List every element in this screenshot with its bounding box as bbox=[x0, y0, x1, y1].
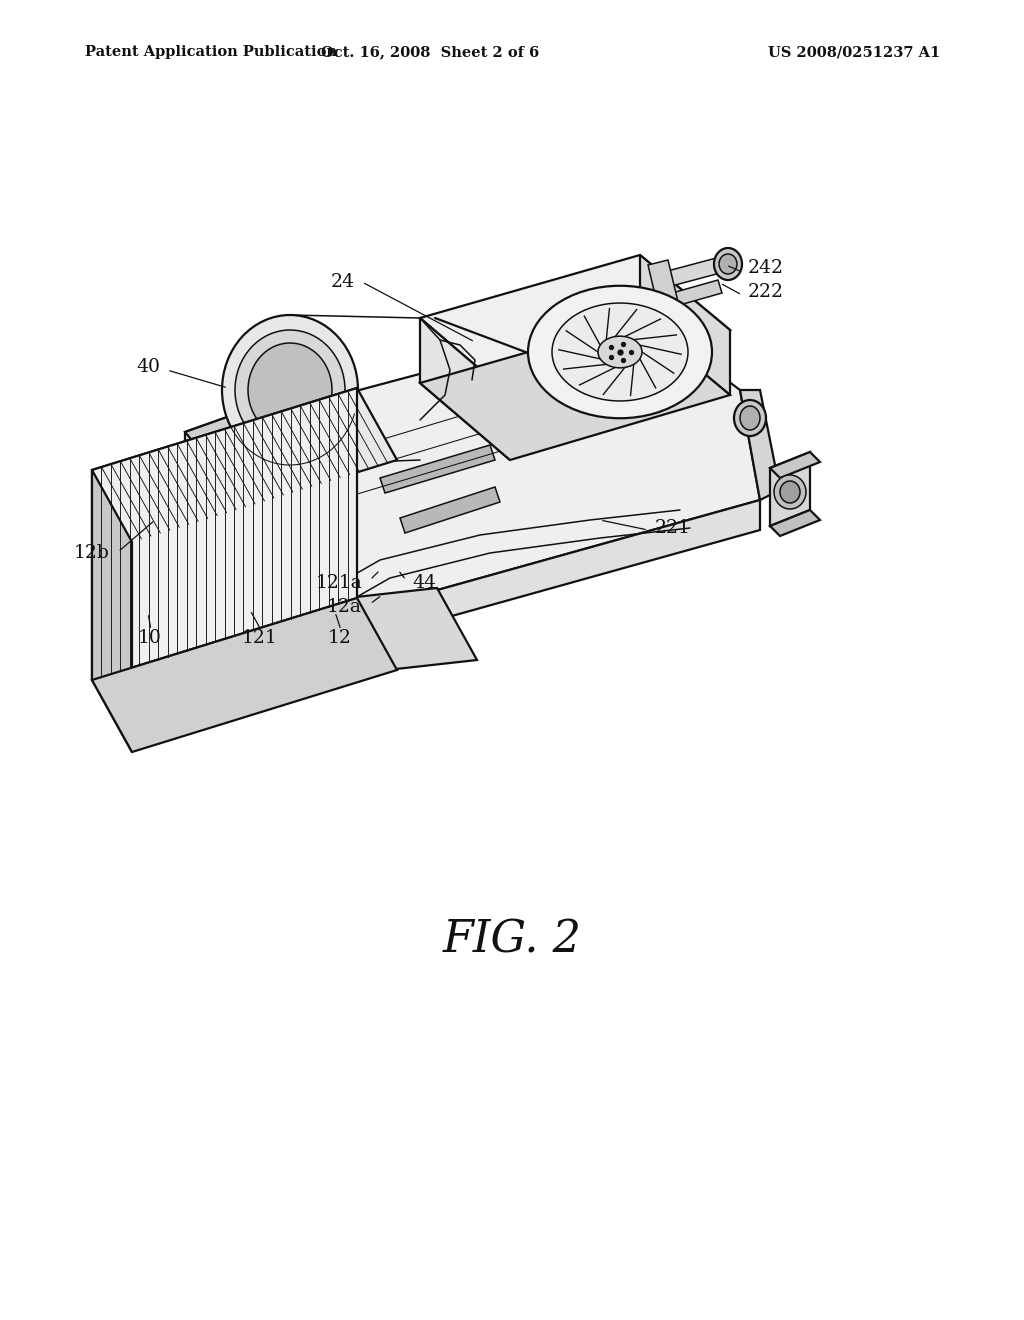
Polygon shape bbox=[92, 388, 397, 543]
Polygon shape bbox=[210, 315, 760, 620]
Text: 221: 221 bbox=[655, 519, 691, 537]
Text: 40: 40 bbox=[136, 358, 160, 376]
Ellipse shape bbox=[222, 315, 358, 465]
Ellipse shape bbox=[740, 407, 760, 430]
Ellipse shape bbox=[248, 343, 332, 437]
Polygon shape bbox=[648, 260, 680, 315]
Ellipse shape bbox=[734, 400, 766, 436]
Polygon shape bbox=[92, 598, 397, 752]
Polygon shape bbox=[770, 451, 810, 525]
Text: 121a: 121a bbox=[315, 574, 362, 591]
Text: 44: 44 bbox=[412, 574, 436, 591]
Ellipse shape bbox=[528, 285, 712, 418]
Polygon shape bbox=[347, 587, 477, 671]
Polygon shape bbox=[380, 445, 495, 492]
Ellipse shape bbox=[189, 449, 225, 488]
Polygon shape bbox=[330, 500, 760, 649]
Ellipse shape bbox=[774, 475, 806, 510]
Polygon shape bbox=[185, 490, 240, 517]
Polygon shape bbox=[92, 470, 132, 752]
Text: 242: 242 bbox=[748, 259, 784, 277]
Polygon shape bbox=[740, 389, 780, 500]
Text: 12a: 12a bbox=[327, 598, 362, 616]
Polygon shape bbox=[420, 318, 510, 459]
Ellipse shape bbox=[719, 253, 737, 275]
Text: 222: 222 bbox=[748, 282, 784, 301]
Ellipse shape bbox=[234, 330, 345, 450]
Ellipse shape bbox=[780, 480, 800, 503]
Ellipse shape bbox=[598, 337, 642, 368]
Text: US 2008/0251237 A1: US 2008/0251237 A1 bbox=[768, 45, 940, 59]
Polygon shape bbox=[770, 451, 820, 478]
Polygon shape bbox=[185, 416, 240, 444]
Text: Patent Application Publication: Patent Application Publication bbox=[85, 45, 337, 59]
Polygon shape bbox=[185, 416, 230, 506]
Polygon shape bbox=[640, 255, 730, 395]
Polygon shape bbox=[420, 255, 730, 395]
Ellipse shape bbox=[195, 455, 219, 482]
Text: 24: 24 bbox=[331, 273, 355, 290]
Text: 12b: 12b bbox=[74, 544, 110, 562]
Polygon shape bbox=[92, 388, 357, 680]
Text: FIG. 2: FIG. 2 bbox=[442, 919, 582, 961]
Polygon shape bbox=[420, 319, 730, 459]
Polygon shape bbox=[665, 280, 722, 308]
Polygon shape bbox=[220, 545, 330, 649]
Polygon shape bbox=[660, 257, 724, 288]
Text: Oct. 16, 2008  Sheet 2 of 6: Oct. 16, 2008 Sheet 2 of 6 bbox=[321, 45, 539, 59]
Text: 10: 10 bbox=[138, 630, 162, 647]
Text: 12: 12 bbox=[328, 630, 352, 647]
Polygon shape bbox=[770, 510, 820, 536]
Ellipse shape bbox=[714, 248, 742, 280]
Polygon shape bbox=[400, 487, 500, 533]
Ellipse shape bbox=[552, 304, 688, 401]
Text: 121: 121 bbox=[242, 630, 278, 647]
